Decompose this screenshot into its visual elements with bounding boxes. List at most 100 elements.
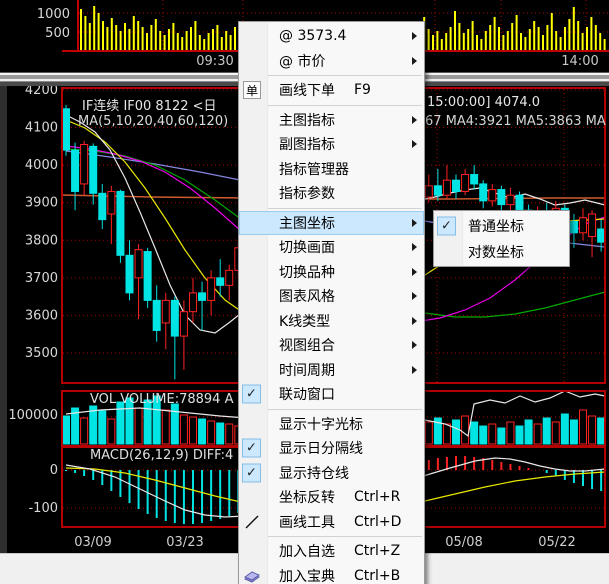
svg-text:3600: 3600 [25,308,58,323]
shortcut-label: F9 [354,82,371,99]
menu-item[interactable]: 画线工具 Ctrl+D [239,510,424,535]
menu-separator [249,536,422,537]
submenu-arrow-icon [412,115,417,124]
menu-item[interactable]: 切换画面 [239,235,424,260]
menu-separator [249,75,422,76]
menu-item[interactable]: 时间周期 [239,358,424,383]
svg-text:3800: 3800 [25,233,58,248]
menu-item[interactable]: 显示十字光标 [239,412,424,437]
submenu-arrow-icon [412,32,417,41]
menu-icon-gutter [239,22,268,584]
submenu-arrow-icon [412,56,417,65]
check-icon: ✓ [437,216,456,236]
menu-item[interactable]: 坐标反转 Ctrl+R [239,485,424,510]
menu-item-label: 显示日分隔线 [279,441,363,458]
shortcut-label: Ctrl+R [354,489,401,506]
menu-item[interactable]: 视图组合 [239,333,424,358]
context-menu: @ 3573.4 @ 市价单 画线下单 F9 主图指标副图指标指标管理器指标参数主图坐标… [238,21,425,584]
menu-item[interactable]: ✓ 显示持仓线 [239,461,424,486]
svg-text:4100: 4100 [25,121,58,136]
svg-text:14:00: 14:00 [561,54,598,69]
submenu-arrow-icon [412,140,417,149]
menu-item[interactable]: 副图指标 [239,132,424,157]
menu-item-label: 加入自选 [279,544,335,561]
submenu-arrow-icon [412,292,417,301]
menu-item[interactable]: K线类型 [239,309,424,334]
menu-item[interactable]: 主图指标 [239,108,424,133]
menu-item[interactable]: @ 市价 [239,49,424,74]
menu-item[interactable]: @ 3573.4 [239,24,424,49]
menu-item-label: 普通坐标 [468,219,524,235]
book-icon [243,567,261,584]
check-icon: ✓ [242,438,261,458]
session-close-price: 15:00:00] 4074.0 [427,95,541,110]
menu-item-label: 指标参数 [279,186,335,203]
svg-text:4000: 4000 [25,158,58,173]
svg-text:500: 500 [45,26,70,41]
menu-item-label: 切换画面 [279,240,335,257]
menu-item[interactable]: 主图坐标 [239,210,424,235]
menu-item-label: 联动窗口 [279,387,335,404]
menu-item-label: K线类型 [279,313,331,330]
svg-text:4200: 4200 [25,83,58,98]
menu-item-label: 切换品种 [279,264,335,281]
menu-item[interactable]: ✓ 普通坐标 [434,213,569,239]
submenu-arrow-icon [412,267,417,276]
svg-text:0: 0 [50,463,58,478]
submenu-arrow-icon [412,341,417,350]
menu-item[interactable]: 对数坐标 [434,239,569,265]
menu-item[interactable]: 图表风格 [239,284,424,309]
menu-item[interactable]: 加入自选 Ctrl+Z [239,539,424,564]
svg-text:3900: 3900 [25,196,58,211]
menu-item[interactable]: 指标参数 [239,181,424,206]
menu-item[interactable]: ✓ 联动窗口 [239,382,424,407]
menu-item-label: @ 3573.4 [279,28,347,45]
submenu-arrow-icon [412,243,417,252]
submenu-arrow-icon [412,218,417,227]
check-icon: ✓ [242,463,261,483]
menu-item-label: 主图坐标 [279,215,335,232]
menu-item[interactable]: 加入宝典 Ctrl+B [239,564,424,584]
menu-separator [249,104,422,106]
submenu-arrow-icon [412,316,417,325]
menu-item[interactable]: ✓ 显示日分隔线 [239,436,424,461]
menu-item-label: 坐标反转 [279,490,335,507]
menu-item-label: 主图指标 [279,112,335,129]
date-axis: 03/09 03/23 05/08 05/22 [74,535,575,550]
instrument-title: IF连续 IF00 8122 <日 [82,99,217,114]
left-frame-edge [0,86,7,553]
svg-text:3500: 3500 [25,346,58,361]
menu-separator [249,408,422,410]
submenu-arrow-icon [412,365,417,374]
menu-item-label: 画线工具 [279,514,335,531]
menu-item-label: 视图组合 [279,338,335,355]
svg-text:3700: 3700 [25,271,58,286]
menu-item-label: @ 市价 [279,53,326,70]
menu-item-label: 显示持仓线 [279,465,349,482]
menu-item-label: 副图指标 [279,137,335,154]
menu-item-label: 画线下单 [279,83,335,100]
menu-item-label: 加入宝典 [279,568,335,584]
svg-text:100000: 100000 [8,408,58,423]
svg-text:05/08: 05/08 [445,535,482,550]
shortcut-label: Ctrl+D [354,513,402,530]
menu-item[interactable]: 指标管理器 [239,157,424,182]
coordinate-submenu: ✓ 普通坐标对数坐标 [433,210,570,267]
ma-values-label: 67 MA4:3921 MA5:3863 MA [425,114,606,129]
trendline-icon [243,513,261,531]
svg-text:03/23: 03/23 [166,535,203,550]
menu-item-label: 对数坐标 [468,245,524,261]
svg-text:1000: 1000 [37,7,70,22]
menu-item[interactable]: 切换品种 [239,260,424,285]
order-ticket-icon: 单 [243,81,261,100]
svg-text:05/22: 05/22 [538,535,575,550]
menu-separator [249,207,422,209]
svg-text:VOL VOLUME:78894 A: VOL VOLUME:78894 A [90,392,234,407]
svg-text:09:30: 09:30 [196,54,233,69]
menu-item-label: 显示十字光标 [279,416,363,433]
menu-item-label: 时间周期 [279,362,335,379]
menu-item[interactable]: 单 画线下单 F9 [239,78,424,103]
svg-text:03/09: 03/09 [74,535,111,550]
check-icon: ✓ [242,384,261,404]
menu-item-label: 指标管理器 [279,161,349,178]
